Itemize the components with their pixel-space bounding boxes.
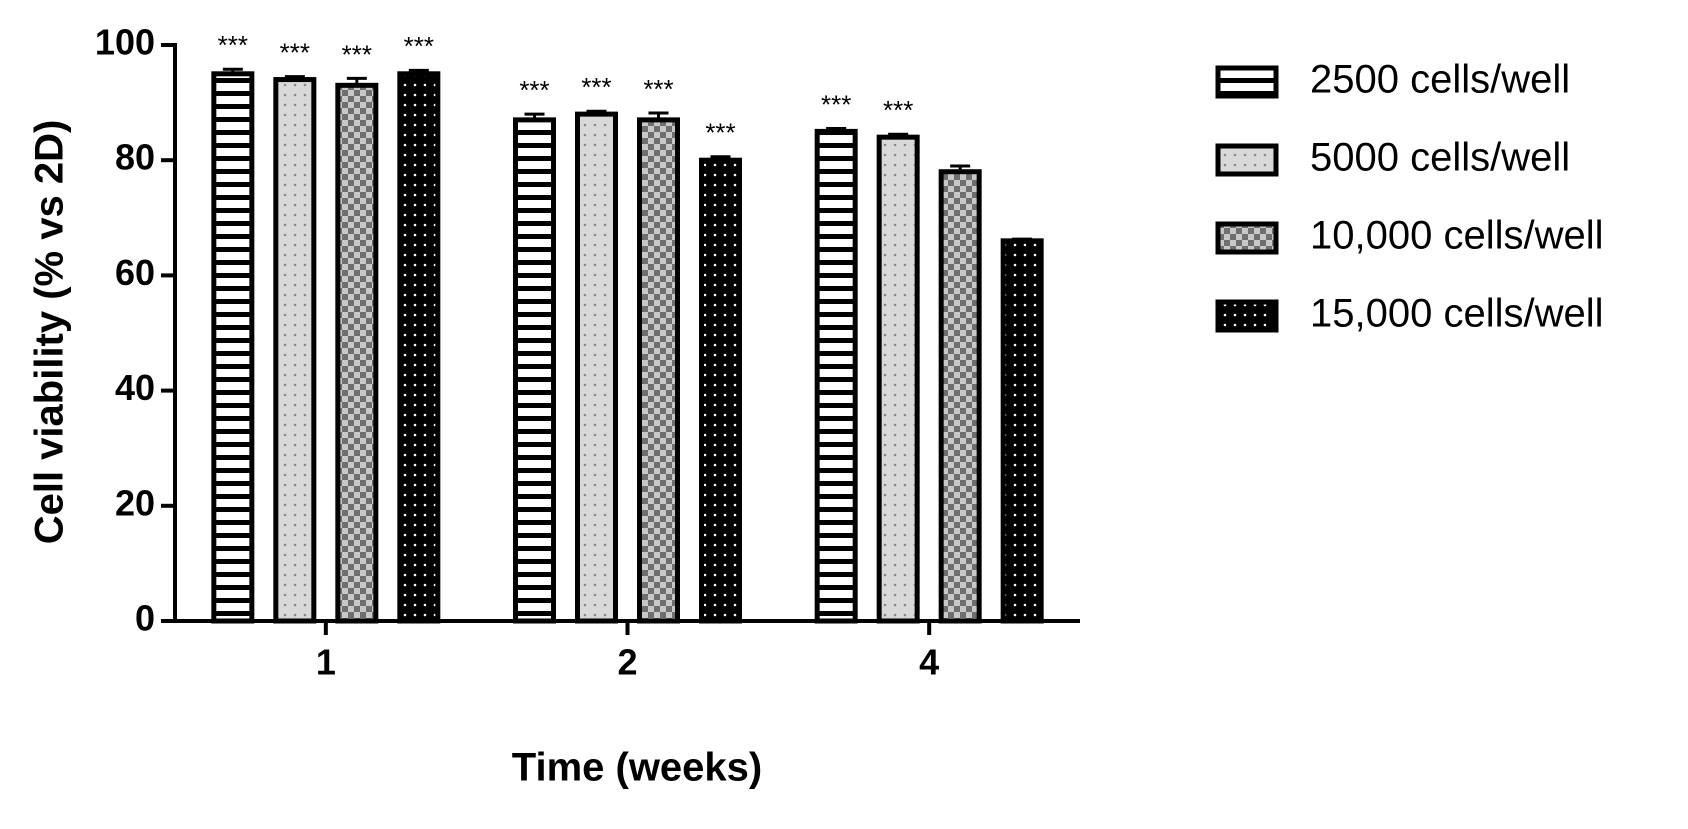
significance-label: *** bbox=[519, 75, 549, 105]
y-tick-label: 20 bbox=[115, 482, 155, 523]
significance-label: *** bbox=[581, 72, 611, 102]
significance-label: *** bbox=[280, 38, 310, 68]
y-axis-label: Cell viability (% vs 2D) bbox=[28, 120, 72, 545]
bar bbox=[335, 82, 379, 624]
legend-swatch bbox=[1215, 299, 1279, 333]
significance-label: *** bbox=[821, 89, 851, 119]
bar bbox=[876, 134, 920, 624]
significance-label: *** bbox=[883, 95, 913, 125]
y-tick-label: 60 bbox=[115, 252, 155, 293]
legend-label: 2500 cells/well bbox=[1310, 58, 1570, 102]
x-axis-label: Time (weeks) bbox=[512, 746, 763, 790]
error-bar bbox=[524, 112, 545, 120]
error-bar bbox=[888, 132, 909, 138]
legend-swatch bbox=[1215, 221, 1279, 255]
error-bar bbox=[1012, 237, 1033, 241]
y-tick-label: 80 bbox=[115, 137, 155, 178]
significance-label: *** bbox=[218, 30, 248, 60]
error-bar bbox=[222, 67, 243, 74]
x-tick-label: 2 bbox=[617, 642, 637, 683]
error-bar bbox=[648, 111, 669, 120]
error-bar bbox=[408, 68, 429, 74]
error-bar bbox=[950, 164, 971, 172]
legend-swatch bbox=[1215, 65, 1279, 99]
y-tick-label: 40 bbox=[115, 367, 155, 408]
significance-label: *** bbox=[404, 31, 434, 61]
legend-label: 15,000 cells/well bbox=[1310, 292, 1604, 336]
x-tick-label: 1 bbox=[316, 642, 336, 683]
bar bbox=[273, 77, 317, 624]
significance-label: *** bbox=[705, 118, 735, 148]
y-tick-label: 100 bbox=[95, 22, 155, 63]
bar bbox=[1000, 238, 1044, 624]
y-tick-label: 0 bbox=[135, 598, 155, 639]
legend-swatch bbox=[1215, 143, 1279, 177]
error-bar bbox=[346, 76, 367, 86]
bar bbox=[699, 157, 742, 624]
error-bar bbox=[826, 127, 847, 132]
significance-label: *** bbox=[342, 39, 372, 69]
bar bbox=[211, 71, 255, 624]
error-bar bbox=[710, 155, 731, 161]
bar bbox=[938, 169, 982, 624]
bar bbox=[513, 117, 556, 624]
significance-label: *** bbox=[643, 74, 673, 104]
bar bbox=[397, 71, 441, 624]
bar bbox=[575, 111, 618, 624]
bar bbox=[637, 117, 680, 624]
bar bbox=[814, 128, 858, 624]
legend-label: 10,000 cells/well bbox=[1310, 214, 1604, 258]
error-bar bbox=[284, 75, 305, 80]
legend-label: 5000 cells/well bbox=[1310, 136, 1570, 180]
x-tick-label: 4 bbox=[919, 642, 939, 683]
error-bar bbox=[586, 109, 607, 115]
